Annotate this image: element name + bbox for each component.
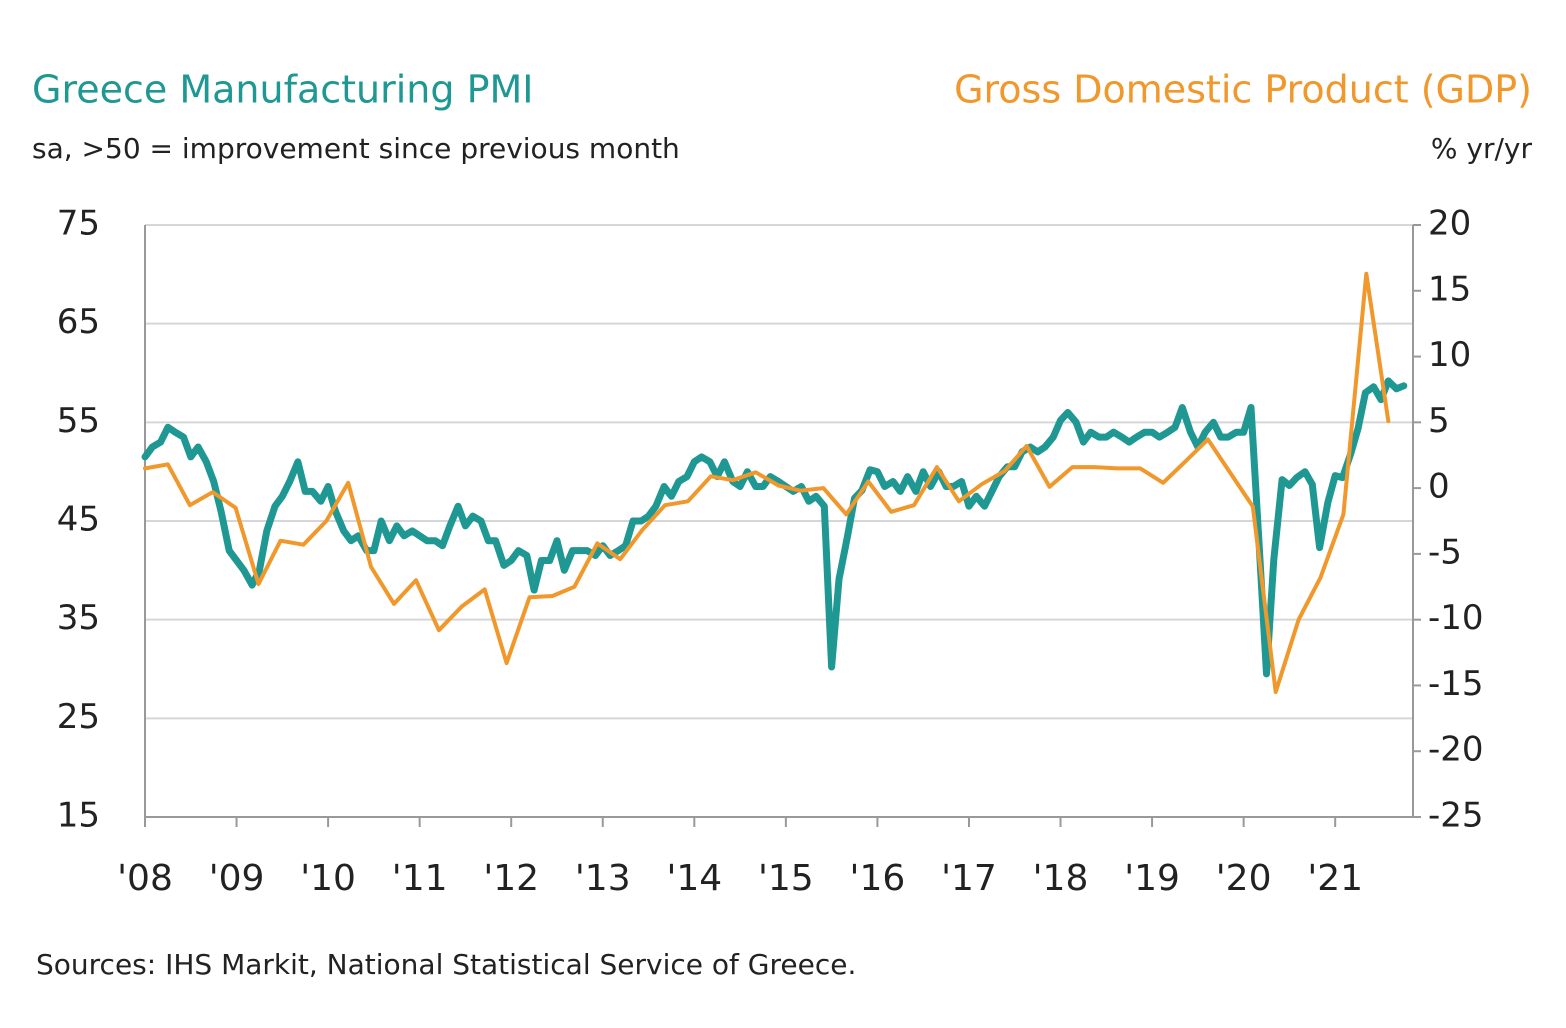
data-line [143, 271, 1391, 694]
y-tick-label: 25 [57, 697, 100, 737]
y2-tick-label: -25 [1428, 796, 1484, 836]
y-tick-label: 15 [57, 796, 100, 836]
x-tick-label: '16 [850, 858, 906, 899]
y2-tick-label: 0 [1428, 467, 1450, 507]
x-tick-label: '21 [1307, 858, 1363, 899]
right-axis-label: % yr/yr [1431, 132, 1533, 165]
y2-tick-label: -5 [1428, 532, 1462, 572]
x-tick-label: '18 [1033, 858, 1089, 899]
source-note: Sources: IHS Markit, National Statistica… [36, 948, 856, 981]
y-tick-label: 45 [57, 500, 100, 540]
right-title: Gross Domestic Product (GDP) [954, 68, 1532, 112]
x-tick-label: '10 [300, 858, 356, 899]
y2-tick-label: -15 [1428, 664, 1484, 704]
y-tick-label: 55 [57, 401, 100, 441]
left-axis-label: sa, >50 = improvement since previous mon… [32, 132, 680, 165]
y2-tick-label: 5 [1428, 401, 1450, 441]
x-tick-label: '14 [666, 858, 722, 899]
y2-tick-label: -20 [1428, 730, 1484, 770]
x-tick-label: '12 [483, 858, 539, 899]
x-tick-label: '17 [941, 858, 997, 899]
x-tick-label: '15 [758, 858, 814, 899]
y-tick-label: 35 [57, 598, 100, 638]
y-tick-label: 65 [57, 302, 100, 342]
y2-tick-label: 20 [1428, 204, 1471, 244]
x-tick-label: '13 [575, 858, 631, 899]
y2-tick-label: 15 [1428, 269, 1471, 309]
x-tick-label: '08 [117, 858, 173, 899]
y2-tick-label: 10 [1428, 335, 1471, 375]
x-tick-label: '11 [392, 858, 448, 899]
x-tick-label: '19 [1124, 858, 1180, 899]
data-line [141, 377, 1408, 678]
y-tick-label: 75 [57, 204, 100, 244]
x-tick-label: '20 [1216, 858, 1272, 899]
x-tick-label: '09 [209, 858, 265, 899]
y2-tick-label: -10 [1428, 598, 1484, 638]
left-title: Greece Manufacturing PMI [32, 68, 534, 112]
